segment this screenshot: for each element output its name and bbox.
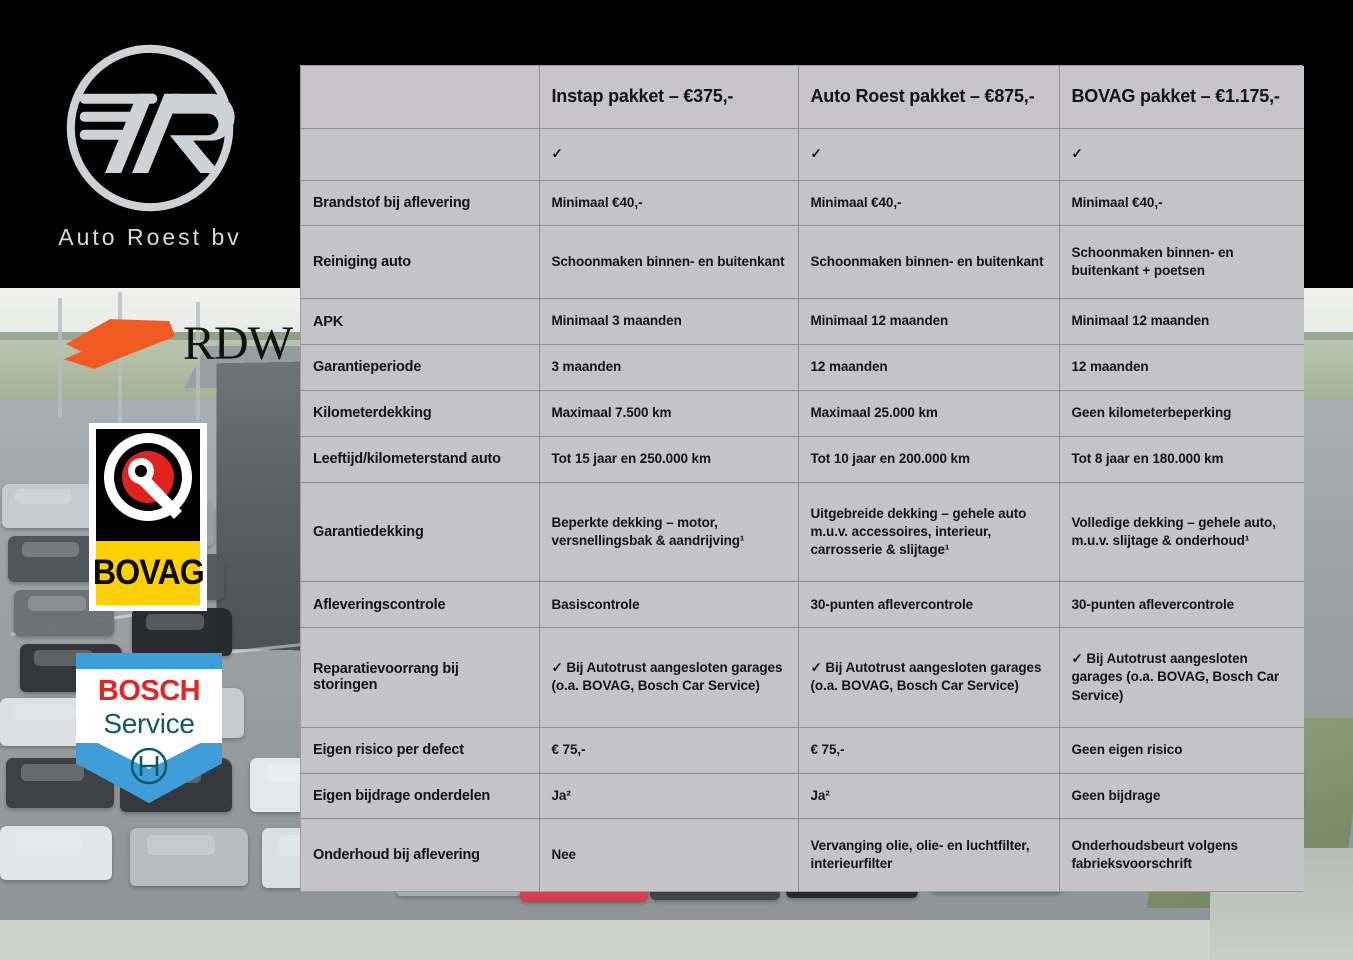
rdw-wordmark: RDW (183, 317, 293, 370)
table-row: Leeftijd/kilometerstand auto Tot 15 jaar… (301, 436, 1304, 483)
cell-auto-roest: Vervanging olie, olie- en luchtfilter, i… (798, 818, 1060, 891)
cell-instap: Maximaal 7.500 km (539, 390, 799, 437)
cell-instap: Schoonmaken binnen- en buitenkant (539, 225, 799, 300)
bovag-wrench-icon (128, 458, 182, 519)
cell-auto-roest: 12 maanden (798, 344, 1060, 391)
photo-parked-car (130, 828, 248, 886)
photo-parked-car (0, 826, 112, 880)
cell-auto-roest: 30-punten aflevercontrole (798, 581, 1060, 629)
table-row: Brandstof bij aflevering Minimaal €40,- … (301, 180, 1304, 227)
cell-instap: Tot 15 jaar en 250.000 km (539, 436, 799, 483)
row-label: Brandstof bij aflevering (301, 180, 540, 227)
cell-bovag: Geen bijdrage (1059, 773, 1304, 820)
cell-bovag: 12 maanden (1059, 344, 1304, 391)
cell-bovag: Minimaal 12 maanden (1059, 298, 1304, 346)
auto-roest-7r-monogram-icon (66, 44, 235, 211)
bosch-service-wordmark: Service (103, 708, 195, 739)
cell-auto-roest: ✓ Bij Autotrust aangesloten garages (o.a… (798, 627, 1060, 728)
bosch-armature-icon (130, 747, 168, 785)
bovag-logo: BOVAG (89, 423, 207, 611)
cell-bovag: Schoonmaken binnen- en buitenkant + poet… (1059, 225, 1304, 300)
bovag-wordmark: BOVAG (92, 553, 204, 592)
bosch-blue-top-band (76, 653, 222, 669)
table-row: Reiniging auto Schoonmaken binnen- en bu… (301, 225, 1304, 300)
bovag-emblem (96, 429, 200, 541)
cell-bovag: Geen eigen risico (1059, 727, 1304, 774)
cell-auto-roest: Ja² (798, 773, 1060, 820)
cell-auto-roest: Maximaal 25.000 km (798, 390, 1060, 437)
checkmark-icon-bovag: ✓ (1059, 128, 1304, 181)
row-label: Garantieperiode (301, 344, 540, 391)
row-label: Reiniging auto (301, 225, 540, 300)
table-header-row: Instap pakket – €375,- Auto Roest pakket… (301, 66, 1304, 129)
cell-auto-roest: Schoonmaken binnen- en buitenkant (798, 225, 1060, 300)
cell-bovag: Minimaal €40,- (1059, 180, 1304, 227)
cell-instap: ✓ Bij Autotrust aangesloten garages (o.a… (539, 627, 799, 728)
photo-parked-car (132, 608, 232, 656)
cell-instap: Minimaal €40,- (539, 180, 799, 227)
row-label: Afleveringscontrole (301, 581, 540, 629)
warranty-package-comparison-table: Instap pakket – €375,- Auto Roest pakket… (300, 65, 1304, 892)
table-row: APK Minimaal 3 maanden Minimaal 12 maand… (301, 298, 1304, 346)
cell-instap: 3 maanden (539, 344, 799, 391)
cell-instap: Basiscontrole (539, 581, 799, 629)
checkmark-icon-auto-roest: ✓ (798, 128, 1060, 181)
photo-light-pole (58, 298, 62, 418)
table-header-auto-roest: Auto Roest pakket – €875,- (798, 66, 1060, 129)
cell-auto-roest: Uitgebreide dekking – gehele auto m.u.v.… (798, 482, 1060, 583)
cell-instap: Ja² (539, 773, 799, 820)
rdw-logo: RDW (62, 305, 293, 383)
cell-auto-roest: Minimaal €40,- (798, 180, 1060, 227)
cell-bovag: 30-punten aflevercontrole (1059, 581, 1304, 629)
table-row-checkmarks: ✓ ✓ ✓ (301, 128, 1304, 181)
cell-auto-roest: Minimaal 12 maanden (798, 298, 1060, 346)
table-header-bovag: BOVAG pakket – €1.175,- (1059, 66, 1304, 129)
bovag-wordmark-band: BOVAG (92, 541, 204, 605)
cell-instap: Minimaal 3 maanden (539, 298, 799, 346)
table-body: ✓ ✓ ✓ Brandstof bij aflevering Minimaal … (301, 128, 1304, 891)
row-label: APK (301, 298, 540, 346)
cell-bovag: Onderhoudsbeurt volgens fabrieksvoorschr… (1059, 818, 1304, 891)
photo-parked-car (2, 484, 98, 528)
row-label: Reparatievoorrang bij storingen (301, 627, 540, 728)
cell-instap: Nee (539, 818, 799, 891)
auto-roest-logo-text: Auto Roest bv (58, 223, 242, 250)
cell-bovag: Volledige dekking – gehele auto, m.u.v. … (1059, 482, 1304, 583)
table-header: Instap pakket – €375,- Auto Roest pakket… (301, 66, 1304, 129)
rdw-wing-icon (63, 319, 176, 369)
table-header-blank (301, 66, 540, 129)
row-label: Kilometerdekking (301, 390, 540, 437)
cell-bovag: Geen kilometerbeperking (1059, 390, 1304, 437)
table-row: Afleveringscontrole Basiscontrole 30-pun… (301, 581, 1304, 629)
cell-auto-roest: € 75,- (798, 727, 1060, 774)
cell-bovag: Tot 8 jaar en 180.000 km (1059, 436, 1304, 483)
bosch-wordmark: BOSCH (97, 675, 201, 707)
row-label (301, 128, 540, 181)
checkmark-icon-instap: ✓ (539, 128, 799, 181)
row-label: Eigen risico per defect (301, 727, 540, 774)
row-label: Leeftijd/kilometerstand auto (301, 436, 540, 483)
row-label: Garantiedekking (301, 482, 540, 583)
photo-parked-car (6, 758, 114, 808)
table-row: Eigen risico per defect € 75,- € 75,- Ge… (301, 727, 1304, 774)
bosch-car-service-logo: BOSCH Service (76, 653, 222, 803)
table-row: Eigen bijdrage onderdelen Ja² Ja² Geen b… (301, 773, 1304, 820)
table-row: Garantiedekking Beperkte dekking – motor… (301, 482, 1304, 583)
cell-auto-roest: Tot 10 jaar en 200.000 km (798, 436, 1060, 483)
table-row: Garantieperiode 3 maanden 12 maanden 12 … (301, 344, 1304, 391)
cell-instap: € 75,- (539, 727, 799, 774)
table-row: Reparatievoorrang bij storingen ✓ Bij Au… (301, 627, 1304, 728)
row-label: Eigen bijdrage onderdelen (301, 773, 540, 820)
table-row: Onderhoud bij aflevering Nee Vervanging … (301, 818, 1304, 891)
table-row: Kilometerdekking Maximaal 7.500 km Maxim… (301, 390, 1304, 437)
cell-bovag: ✓ Bij Autotrust aangesloten garages (o.a… (1059, 627, 1304, 728)
cell-instap: Beperkte dekking – motor, versnellingsba… (539, 482, 799, 583)
table-header-instap: Instap pakket – €375,- (539, 66, 799, 129)
row-label: Onderhoud bij aflevering (301, 818, 540, 891)
photo-light-pole (196, 302, 200, 420)
auto-roest-logo: Auto Roest bv (0, 0, 300, 288)
